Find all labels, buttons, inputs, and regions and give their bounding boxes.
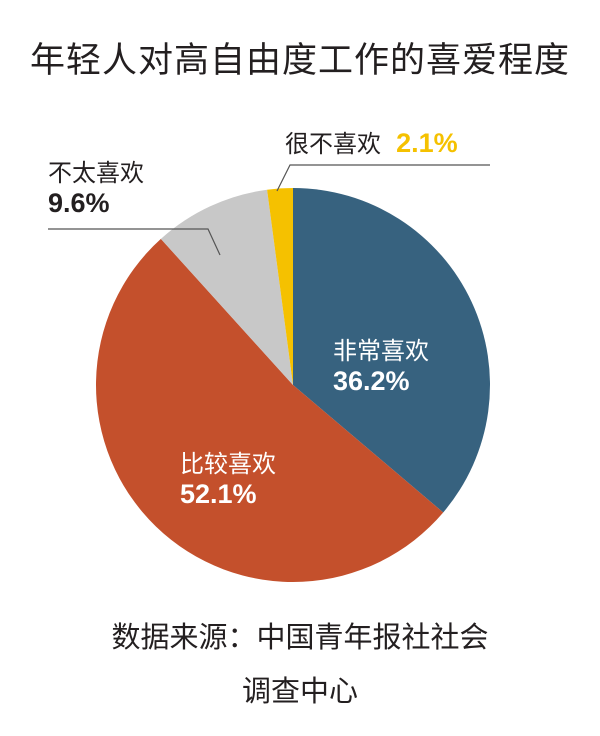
pie-slice [160, 189, 293, 385]
chart-title: 年轻人对高自由度工作的喜爱程度 [29, 41, 570, 81]
source-line-2: 调查中心 [241, 674, 358, 708]
slice-label-dislike: 很不喜欢 2.1% [285, 128, 458, 159]
slice-label-quite-like: 比较喜欢 52.1% [180, 450, 276, 510]
slice-name: 非常喜欢 [333, 337, 429, 365]
pie-slice [95, 238, 444, 583]
pie-slices [95, 188, 490, 583]
data-source: 数据来源：中国青年报社社会 调查中心 [0, 610, 600, 718]
pie-slice [267, 188, 293, 385]
slice-label-not-much: 不太喜欢 9.6% [48, 159, 144, 219]
source-line-1: 数据来源：中国青年报社社会 [111, 620, 489, 654]
pie-slice [293, 188, 490, 513]
slice-label-very-like: 非常喜欢 36.2% [333, 337, 429, 397]
slice-percent: 9.6% [48, 187, 110, 218]
slice-name: 很不喜欢 [285, 130, 381, 158]
slice-percent: 52.1% [180, 478, 257, 509]
leader-line-not-much [48, 228, 221, 256]
slice-name: 不太喜欢 [48, 159, 144, 187]
slice-percent: 36.2% [333, 365, 410, 396]
leader-line-dislike [276, 164, 490, 192]
slice-name: 比较喜欢 [180, 450, 276, 478]
slice-percent: 2.1% [396, 128, 458, 158]
